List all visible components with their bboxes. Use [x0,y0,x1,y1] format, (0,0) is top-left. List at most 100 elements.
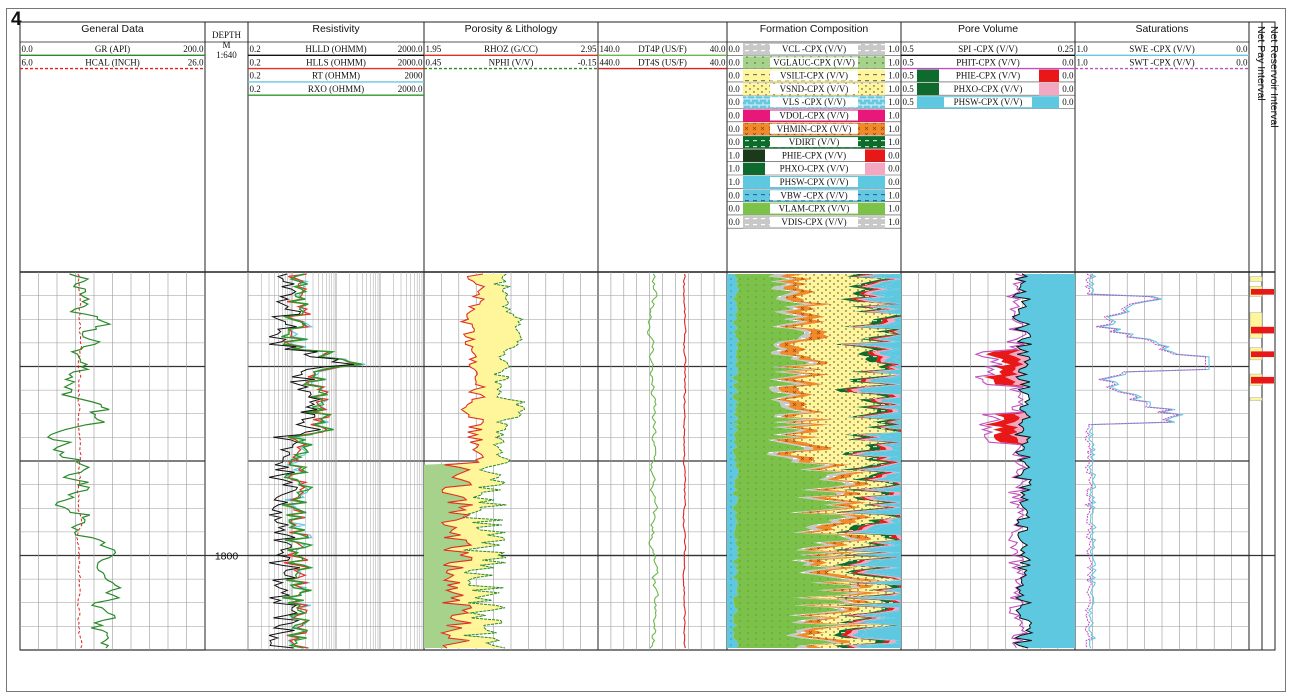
scale-right: 0.0 [1062,97,1074,107]
scale-left: 1.95 [426,44,442,54]
swe-curve [1087,273,1210,649]
scale-right: 26.0 [188,57,204,67]
curve-header-porevolume: 0.5 0.25 SPI -CPX (V/V) [901,44,1075,56]
net-pay-flag [1251,351,1274,358]
net-pay-flag [1251,289,1274,295]
scale-right: 1.0 [888,84,900,94]
curve-header-resistivity: 0.2 2000.0 HLLD (OHMM) [248,44,424,56]
scale-left: 0.0 [729,44,741,54]
scale-left: 0.0 [729,190,741,200]
scale-left: 0.0 [729,57,741,67]
scale-left: 1.0 [1077,57,1089,67]
scale-right: 0.0 [888,150,900,160]
scale-left: 0.5 [903,44,915,54]
curve-label-bg [770,150,858,161]
curve-label-bg [770,137,858,148]
curve-header-composition: 0.0 1.0 VSILT-CPX (V/V) [727,69,901,83]
scale-right: 2000.0 [398,84,423,94]
scale-left: 140.0 [600,44,621,54]
porosity-fill [424,274,485,648]
curve-swatch [917,69,939,82]
scale-left: 0.2 [250,84,261,94]
curve-header-composition: 0.0 1.0 VCL -CPX (V/V) [727,43,901,56]
depth-tick-label: 1800 [215,551,239,563]
curve-label-bg [944,70,1032,81]
curve-header-sonic: 140.0 40.0 DT4P (US/F) [598,44,727,56]
curve-name: PHIT-CPX (V/V) [956,57,1019,67]
scale-right: 2000 [405,71,424,81]
curve-name: RXO (OHMM) [308,84,364,94]
curve-label-bg [770,83,858,94]
curve-header-porevolume: 0.5 0.0 PHIE-CPX (V/V) [901,69,1075,83]
composition-layer-0 [727,274,740,648]
scale-left: 0.0 [729,84,741,94]
curve-header-saturation: 1.0 0.0 SWT -CPX (V/V) [1075,57,1249,70]
curve-label-bg [770,57,858,68]
curve-swatch [917,82,939,96]
scale-left: 0.5 [903,57,915,67]
scale-right: 1.0 [888,137,900,147]
track-title-saturation: Saturations [1135,23,1188,35]
scale-right: 1.0 [888,124,900,134]
gr-curve [46,273,123,649]
scale-left: 1.0 [729,164,741,174]
scale-right: 0.0 [1062,71,1074,81]
curve-header-general: 6.0 26.0 HCAL (INCH) [20,57,205,70]
depth-title: DEPTH [212,30,242,40]
curve-header-general: 0.0 200.0 GR (API) [20,44,205,56]
scale-left: 0.2 [250,57,261,67]
scale-right: 0.0 [1062,57,1074,67]
spi-curve [1011,273,1034,649]
curve-swatch [865,149,885,162]
curve-label-bg [944,97,1032,108]
curve-header-composition: 1.0 0.0 PHXO-CPX (V/V) [727,162,901,176]
composition-layer-5 [830,274,901,648]
curve-label-bg [770,190,858,201]
curve-name: PHIE-CPX (V/V) [782,150,846,160]
curve-header-porosity: 0.45 -0.15 NPHI (V/V) [424,57,598,70]
scale-left: 0.0 [729,97,741,107]
scale-right: 40.0 [710,57,726,67]
scale-right: 1.0 [888,111,900,121]
curve-name: NPHI (V/V) [489,57,534,67]
scale-right: 2000.0 [398,57,423,67]
curve-name: VLS -CPX (V/V) [782,97,846,107]
scale-right: -0.15 [578,57,597,67]
curve-name: HLLD (OHMM) [305,44,366,54]
curve-label-bg [770,44,858,54]
composition-layer-3 [773,274,883,648]
curve-label-bg [770,163,858,174]
composition-layer-2 [766,274,865,648]
dt4p-curve [646,273,659,649]
scale-right: 0.0 [1236,57,1248,67]
scale-left: 0.0 [729,71,741,81]
scale-right: 0.25 [1058,44,1074,54]
scale-right: 0.0 [888,177,900,187]
scale-right: 200.0 [183,44,204,54]
curve-name: PHXO-CPX (V/V) [954,84,1023,94]
curve-label-bg [770,110,858,121]
scale-left: 0.2 [250,71,261,81]
curve-name: VDIS-CPX (V/V) [781,217,846,227]
curve-header-composition: 0.0 1.0 VDIS-CPX (V/V) [727,215,901,229]
scale-right: 1.0 [888,71,900,81]
dt4s-curve [682,273,687,649]
scale-left: 0.5 [903,97,915,107]
curve-name: DT4S (US/F) [638,57,687,67]
curve-header-porevolume: 0.5 0.0 PHIT-CPX (V/V) [901,57,1075,70]
scale-left: 0.2 [250,44,261,54]
phsw-fill [1012,274,1075,648]
curve-name: VLAM-CPX (V/V) [779,204,850,214]
phit-curve [974,273,1030,649]
scale-right: 0.0 [1062,84,1074,94]
curve-header-porevolume: 0.5 0.0 PHXO-CPX (V/V) [901,82,1075,96]
scale-left: 0.0 [729,217,741,227]
curve-name: SWT -CPX (V/V) [1129,57,1194,67]
composition-layer-8 [848,274,901,648]
curve-name: SPI -CPX (V/V) [958,44,1018,54]
scale-right: 40.0 [710,44,726,54]
curve-header-resistivity: 0.2 2000 RT (OHMM) [248,71,424,83]
scale-right: 1.0 [888,217,900,227]
rhoz-curve [439,273,487,649]
